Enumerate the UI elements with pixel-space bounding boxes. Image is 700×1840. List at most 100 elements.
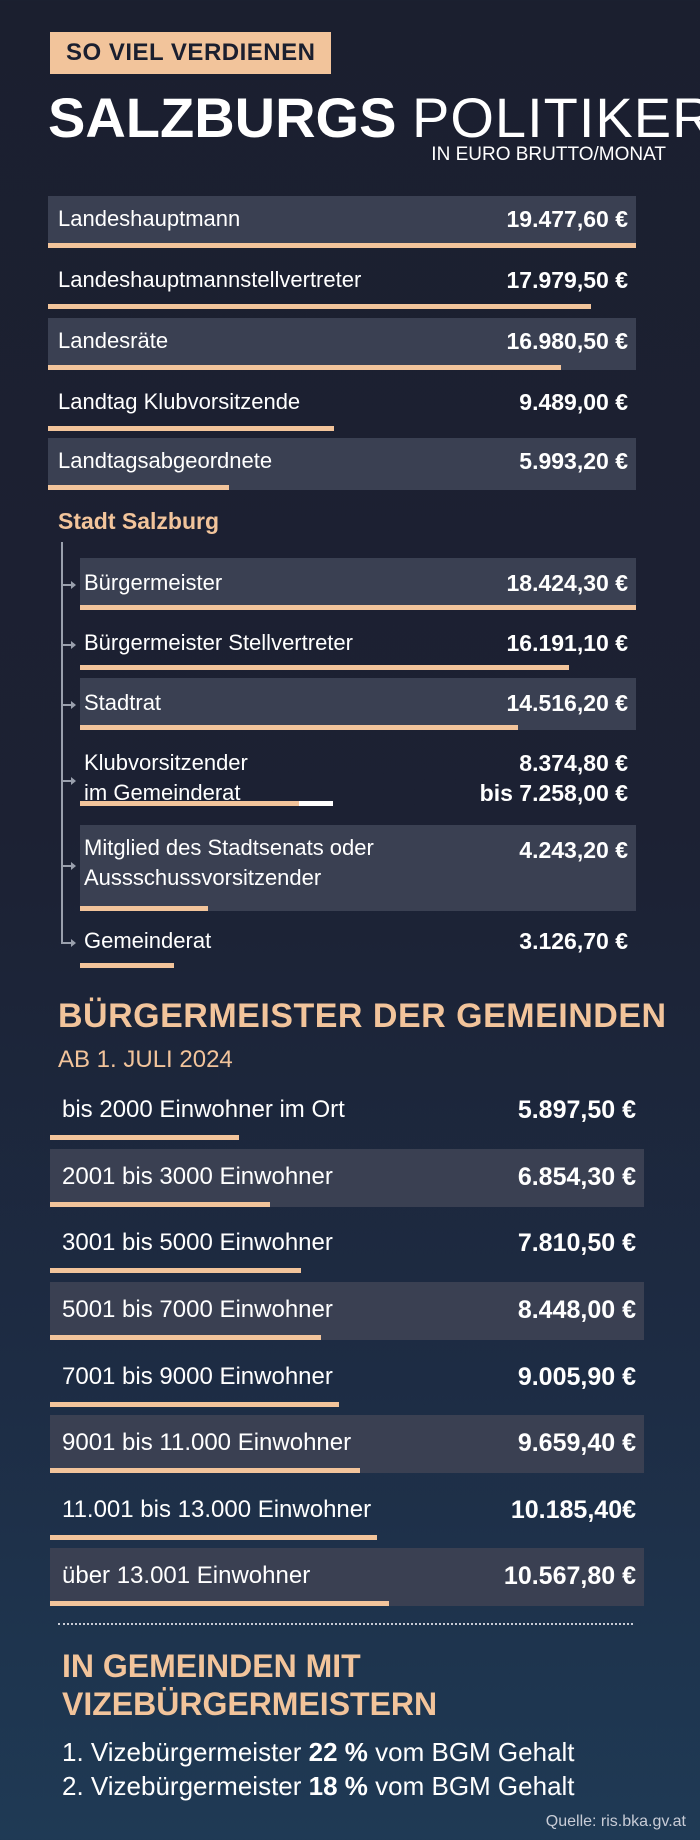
tree-tick bbox=[61, 644, 73, 646]
source-note: Quelle: ris.bka.gv.at bbox=[545, 1813, 686, 1830]
bar bbox=[48, 304, 591, 309]
tree-arrow bbox=[71, 862, 76, 870]
bar-label-line: Mitglied des Stadtsenats oder bbox=[84, 835, 374, 860]
bar-label: Landeshauptmannstellvertreter bbox=[58, 267, 362, 292]
bar-value-line: 8.374,80 € bbox=[519, 750, 628, 776]
bar-label: 3001 bis 5000 Einwohner bbox=[62, 1229, 333, 1256]
tree-line bbox=[61, 542, 63, 942]
bar-label: bis 2000 Einwohner im Ort bbox=[62, 1096, 345, 1123]
bar-label: 9001 bis 11.000 Einwohner bbox=[62, 1429, 352, 1456]
bar-label-line: Klubvorsitzender bbox=[84, 750, 248, 775]
bar-value: 4.243,20 € bbox=[519, 835, 628, 865]
gemeinden-section-title: BÜRGERMEISTER DER GEMEINDEN bbox=[58, 997, 667, 1035]
bar bbox=[50, 1202, 271, 1207]
bar-label-line: Gemeinderat bbox=[84, 928, 212, 953]
bar-row: über 13.001 Einwohner 10.567,80 € bbox=[50, 1548, 644, 1606]
note1-post: vom BGM Gehalt bbox=[367, 1737, 575, 1767]
bar-row: 9001 bis 11.000 Einwohner 9.659,40 € bbox=[50, 1415, 644, 1473]
bar bbox=[48, 485, 229, 490]
bar-value: 10.567,80 € bbox=[503, 1562, 636, 1590]
bar-value-line: bis 7.258,00 € bbox=[479, 780, 628, 806]
bar-label-line: Aussschussvorsitzender bbox=[84, 865, 322, 890]
bar-row: Gemeinderat 3.126,70 € bbox=[80, 916, 636, 968]
tree-tick bbox=[61, 942, 73, 944]
bar-row: bis 2000 Einwohner im Ort 5.897,50 € bbox=[50, 1082, 644, 1140]
footer-note-2: 2. Vizebürgermeister 18 % vom BGM Gehalt bbox=[62, 1771, 575, 1802]
stadt-section-title: Stadt Salzburg bbox=[58, 508, 220, 534]
title-bold: SALZBURGS bbox=[48, 86, 397, 149]
bar-value-line: 14.516,20 € bbox=[506, 690, 628, 716]
bar-row: Landeshauptmann 19.477,60 € bbox=[48, 196, 636, 248]
bar-value: 19.477,60 € bbox=[506, 206, 628, 232]
note1-pre: 1. Vizebürgermeister bbox=[62, 1737, 309, 1767]
bar-label: Landeshauptmann bbox=[58, 206, 241, 231]
gemeinden-section-subtitle: AB 1. JULI 2024 bbox=[58, 1046, 233, 1073]
bar-row: Landtag Klubvorsitzende 9.489,00 € bbox=[48, 379, 636, 431]
bar-row: Bürgermeister Stellvertreter 16.191,10 € bbox=[80, 618, 636, 670]
row-background bbox=[50, 1282, 644, 1340]
bar bbox=[80, 725, 519, 730]
bar-label: 7001 bis 9000 Einwohner bbox=[62, 1363, 333, 1390]
bar bbox=[80, 906, 209, 911]
bar bbox=[50, 1402, 340, 1407]
row-background bbox=[80, 678, 636, 730]
bar-value-line: 16.191,10 € bbox=[506, 630, 628, 656]
bar-label: Stadtrat bbox=[84, 688, 161, 718]
bar-row: Mitglied des Stadtsenats oder Aussschussv… bbox=[80, 825, 636, 911]
row-background bbox=[80, 558, 636, 610]
bar-label: Gemeinderat bbox=[84, 926, 211, 956]
bar-label: Landtag Klubvorsitzende bbox=[58, 389, 301, 414]
tree-arrow bbox=[71, 641, 76, 649]
bar-value: 16.980,50 € bbox=[506, 328, 628, 354]
row-background bbox=[80, 825, 636, 911]
title-light: POLITIKER bbox=[412, 86, 700, 149]
bar-value: 7.810,50 € bbox=[517, 1229, 636, 1257]
bar bbox=[50, 1335, 322, 1340]
bar-label: Landesräte bbox=[58, 328, 169, 353]
bar-value: 18.424,30 € bbox=[506, 568, 628, 598]
bar-label: 11.001 bis 13.000 Einwohner bbox=[62, 1496, 372, 1523]
bar-label: Mitglied des Stadtsenats oder Aussschussv… bbox=[84, 833, 374, 893]
bar-range-extension bbox=[299, 801, 333, 806]
bar-label: 5001 bis 7000 Einwohner bbox=[62, 1296, 333, 1323]
bar-label: über 13.001 Einwohner bbox=[62, 1562, 311, 1589]
bar-value: 9.489,00 € bbox=[519, 389, 628, 415]
row-background bbox=[48, 318, 636, 370]
tree-tick bbox=[61, 780, 73, 782]
page-subtitle: IN EURO BRUTTO/MONAT bbox=[431, 144, 666, 165]
bar bbox=[80, 801, 300, 806]
bar-row: Bürgermeister 18.424,30 € bbox=[80, 558, 636, 610]
footer-note-1: 1. Vizebürgermeister 22 % vom BGM Gehalt bbox=[62, 1737, 575, 1768]
bar bbox=[50, 1268, 301, 1273]
bar-value: 9.659,40 € bbox=[517, 1429, 636, 1457]
bar-value: 10.185,40€ bbox=[510, 1496, 636, 1524]
tree-arrow bbox=[71, 581, 76, 589]
bar-value: 5.993,20 € bbox=[519, 448, 628, 474]
tree-tick bbox=[61, 584, 73, 586]
bar-value: 8.374,80 € bis 7.258,00 € bbox=[480, 748, 628, 808]
row-background bbox=[50, 1415, 644, 1473]
bar-row: 11.001 bis 13.000 Einwohner 10.185,40€ bbox=[50, 1482, 644, 1540]
bar-value: 3.126,70 € bbox=[519, 926, 628, 956]
page-title: SALZBURGS POLITIKER bbox=[48, 86, 700, 150]
footer-heading-line2: VIZEBÜRGERMEISTERN bbox=[62, 1686, 438, 1722]
bar bbox=[50, 1468, 361, 1473]
bar-row: Stadtrat 14.516,20 € bbox=[80, 678, 636, 730]
footer-heading-line1: IN GEMEINDEN MIT bbox=[62, 1648, 361, 1684]
bar-value: 14.516,20 € bbox=[506, 688, 628, 718]
bar-row: 5001 bis 7000 Einwohner 8.448,00 € bbox=[50, 1282, 644, 1340]
note1-bold: 22 % bbox=[308, 1737, 368, 1767]
bar-label: Klubvorsitzender im Gemeinderat bbox=[84, 748, 248, 808]
bar-row: 2001 bis 3000 Einwohner 6.854,30 € bbox=[50, 1149, 644, 1207]
bar-label: Bürgermeister bbox=[84, 568, 222, 598]
bar-label: Landtagsabgeordnete bbox=[58, 448, 273, 473]
bar-value: 5.897,50 € bbox=[517, 1096, 636, 1124]
bar bbox=[80, 605, 636, 610]
bar bbox=[48, 243, 636, 248]
bar bbox=[50, 1601, 390, 1606]
tree-arrow bbox=[71, 701, 76, 709]
bar-row: Landtagsabgeordnete 5.993,20 € bbox=[48, 438, 636, 490]
bar bbox=[50, 1135, 240, 1140]
bar-value-line: 18.424,30 € bbox=[506, 570, 628, 596]
bar-row: Klubvorsitzender im Gemeinderat 8.374,80 €… bbox=[80, 740, 636, 816]
